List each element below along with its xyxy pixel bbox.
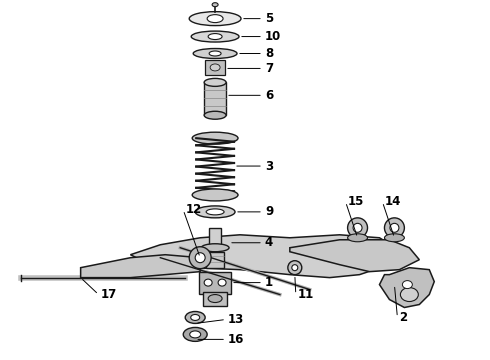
Text: 6: 6	[265, 89, 273, 102]
Ellipse shape	[400, 288, 418, 302]
Ellipse shape	[385, 218, 404, 238]
Ellipse shape	[191, 315, 200, 320]
Text: 16: 16	[228, 333, 245, 346]
Polygon shape	[130, 235, 399, 278]
Bar	[206, 252, 224, 268]
Ellipse shape	[208, 33, 222, 40]
Text: 12: 12	[185, 203, 201, 216]
Bar	[209, 228, 221, 248]
Ellipse shape	[192, 132, 238, 144]
Text: 13: 13	[228, 313, 245, 326]
Text: 17: 17	[100, 288, 117, 301]
Ellipse shape	[183, 328, 207, 341]
Polygon shape	[81, 255, 200, 278]
Polygon shape	[290, 240, 419, 272]
Ellipse shape	[206, 209, 224, 215]
Text: 14: 14	[385, 195, 401, 208]
Ellipse shape	[208, 294, 222, 302]
Ellipse shape	[189, 12, 241, 26]
Ellipse shape	[201, 244, 229, 252]
Ellipse shape	[210, 64, 220, 71]
Bar	[205, 60, 225, 75]
Ellipse shape	[192, 189, 238, 201]
Text: 11: 11	[298, 288, 314, 301]
Ellipse shape	[385, 234, 404, 242]
Text: 5: 5	[265, 12, 273, 25]
Ellipse shape	[195, 253, 205, 263]
Text: 8: 8	[265, 47, 273, 60]
Text: 3: 3	[265, 159, 273, 172]
Ellipse shape	[218, 279, 226, 286]
Ellipse shape	[402, 280, 413, 289]
Ellipse shape	[207, 15, 223, 23]
Ellipse shape	[193, 49, 237, 58]
Ellipse shape	[288, 261, 302, 275]
Ellipse shape	[190, 331, 201, 338]
Ellipse shape	[212, 3, 218, 7]
Ellipse shape	[347, 218, 368, 238]
Ellipse shape	[347, 234, 368, 242]
Ellipse shape	[204, 279, 212, 286]
Ellipse shape	[191, 31, 239, 42]
Text: 9: 9	[265, 205, 273, 219]
Text: 15: 15	[347, 195, 364, 208]
Ellipse shape	[353, 223, 362, 232]
Text: 7: 7	[265, 62, 273, 75]
Text: 1: 1	[265, 276, 273, 289]
Ellipse shape	[292, 265, 298, 271]
Ellipse shape	[189, 247, 211, 269]
Bar	[204, 82, 226, 115]
Polygon shape	[379, 268, 434, 307]
Ellipse shape	[209, 51, 221, 56]
Text: 10: 10	[265, 30, 281, 43]
Ellipse shape	[204, 78, 226, 86]
Text: 2: 2	[399, 311, 408, 324]
Ellipse shape	[195, 206, 235, 218]
Bar	[199, 272, 231, 293]
Text: 4: 4	[265, 236, 273, 249]
Ellipse shape	[185, 311, 205, 323]
Ellipse shape	[390, 223, 399, 232]
Bar	[203, 292, 227, 306]
Ellipse shape	[204, 111, 226, 119]
